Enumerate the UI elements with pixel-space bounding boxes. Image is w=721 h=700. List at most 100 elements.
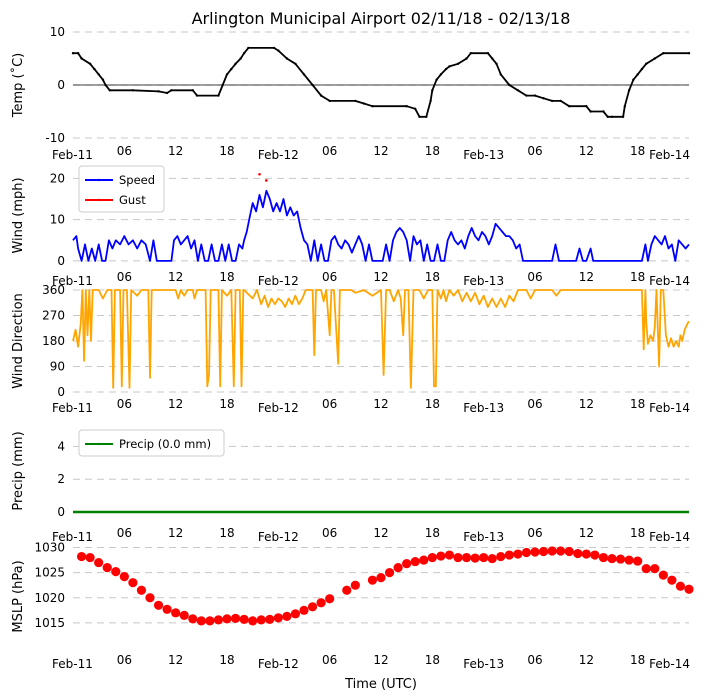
data-point	[342, 585, 352, 595]
data-point	[248, 616, 258, 626]
data-point	[444, 550, 455, 560]
y-axis-label: MSLP (hPa)	[11, 560, 26, 632]
legend-label: Precip (0.0 mm)	[119, 437, 211, 451]
data-point	[610, 115, 614, 119]
y-tick-label: 2	[57, 472, 65, 486]
data-point	[222, 614, 232, 624]
legend-marker	[97, 198, 101, 202]
data-point	[328, 99, 331, 103]
data-point	[285, 57, 289, 60]
data-point	[402, 558, 412, 569]
data-point	[632, 78, 635, 81]
x-tick-label: 06	[117, 526, 132, 540]
data-point	[525, 94, 528, 97]
panel-precip: 0 2 4 Precip (mm) Feb-11 06 12 18 Feb-12 06 12 18 Fe…	[11, 429, 690, 544]
data-point	[662, 52, 665, 55]
data-point	[93, 67, 96, 71]
data-point	[623, 105, 627, 108]
y-tick-label: 0	[57, 505, 65, 519]
data-point	[444, 67, 448, 71]
data-point	[230, 67, 233, 71]
data-point	[495, 62, 498, 65]
data-point	[94, 557, 104, 568]
y-tick-label: 10	[50, 25, 65, 39]
data-point	[508, 83, 511, 87]
data-point	[491, 57, 494, 60]
data-point	[658, 570, 668, 580]
x-tick-label: Feb-11	[52, 148, 93, 162]
x-tick-label: 12	[373, 144, 388, 158]
data-point	[242, 52, 246, 55]
data-point	[88, 62, 92, 65]
data-point	[299, 605, 309, 615]
data-point	[542, 97, 545, 100]
data-point	[376, 573, 386, 583]
data-point	[111, 567, 121, 577]
data-point	[436, 551, 446, 561]
y-axis-label: Wind Direction	[11, 293, 26, 389]
y-tick-label: 360	[42, 283, 65, 297]
data-point	[547, 546, 557, 556]
data-point	[188, 614, 198, 624]
x-tick-label: 18	[425, 270, 440, 284]
y-tick-label: 1025	[34, 566, 65, 580]
x-tick-label: 12	[373, 653, 388, 667]
x-tick-label: 18	[630, 270, 645, 284]
legend-box	[78, 429, 225, 457]
x-tick-label: Feb-14	[649, 657, 690, 671]
data-point	[234, 62, 237, 65]
data-point	[615, 554, 626, 564]
data-point	[191, 89, 194, 92]
x-tick-label: Feb-12	[258, 274, 299, 288]
x-tick-label: Feb-13	[463, 530, 504, 544]
y-tick-label: 10	[50, 213, 65, 227]
x-tick-label: 12	[579, 144, 594, 158]
data-point	[325, 594, 335, 604]
data-point	[607, 553, 617, 564]
x-tick-label: 06	[527, 526, 542, 540]
data-point	[425, 115, 428, 119]
data-point	[225, 73, 229, 76]
data-point	[205, 616, 215, 626]
x-tick-label: Feb-13	[463, 274, 504, 288]
data-point	[469, 52, 473, 55]
data-point	[684, 584, 694, 594]
data-point	[384, 568, 395, 578]
data-point	[496, 551, 506, 562]
data-point	[627, 89, 631, 92]
data-point	[273, 613, 283, 623]
data-point	[585, 105, 588, 108]
panels-container: -10 0 10 Temp (˚C) Feb-11 06 12 18 Feb-12 06 12 18 F…	[10, 25, 694, 671]
data-point	[621, 115, 625, 119]
data-point	[414, 107, 417, 111]
data-point	[311, 83, 314, 87]
panel-wind: 0 10 20 Wind (mph) Feb-11 06 12 18 Feb-12 06 12 18 F…	[11, 165, 690, 288]
x-tick-label: 06	[322, 270, 337, 284]
data-point	[559, 99, 562, 103]
x-tick-label: 18	[219, 653, 234, 667]
x-tick-label: 18	[425, 144, 440, 158]
data-point	[256, 615, 266, 625]
data-point	[405, 105, 408, 108]
x-tick-label: 06	[322, 526, 337, 540]
x-tick-label: 12	[579, 270, 594, 284]
x-tick-label: 18	[630, 526, 645, 540]
data-point	[465, 57, 468, 60]
x-tick-label: 12	[579, 526, 594, 540]
data-point	[479, 552, 489, 563]
gust-point	[265, 179, 268, 182]
data-point	[419, 555, 429, 565]
data-point	[598, 552, 609, 563]
data-point	[153, 600, 164, 610]
x-tick-label: Feb-12	[258, 657, 299, 671]
data-point	[636, 73, 639, 76]
y-tick-label: 20	[50, 171, 65, 185]
data-point	[171, 608, 181, 618]
data-point	[157, 90, 160, 93]
y-tick-label: 0	[57, 254, 65, 268]
data-point	[272, 46, 276, 50]
x-tick-label: 06	[322, 653, 337, 667]
legend-label: Speed	[119, 173, 155, 187]
panel-mslp: 1015 1020 1025 1030 MSLP (hPa) Feb-11 06 12 18 Fe…	[11, 541, 694, 671]
data-point	[277, 49, 280, 52]
